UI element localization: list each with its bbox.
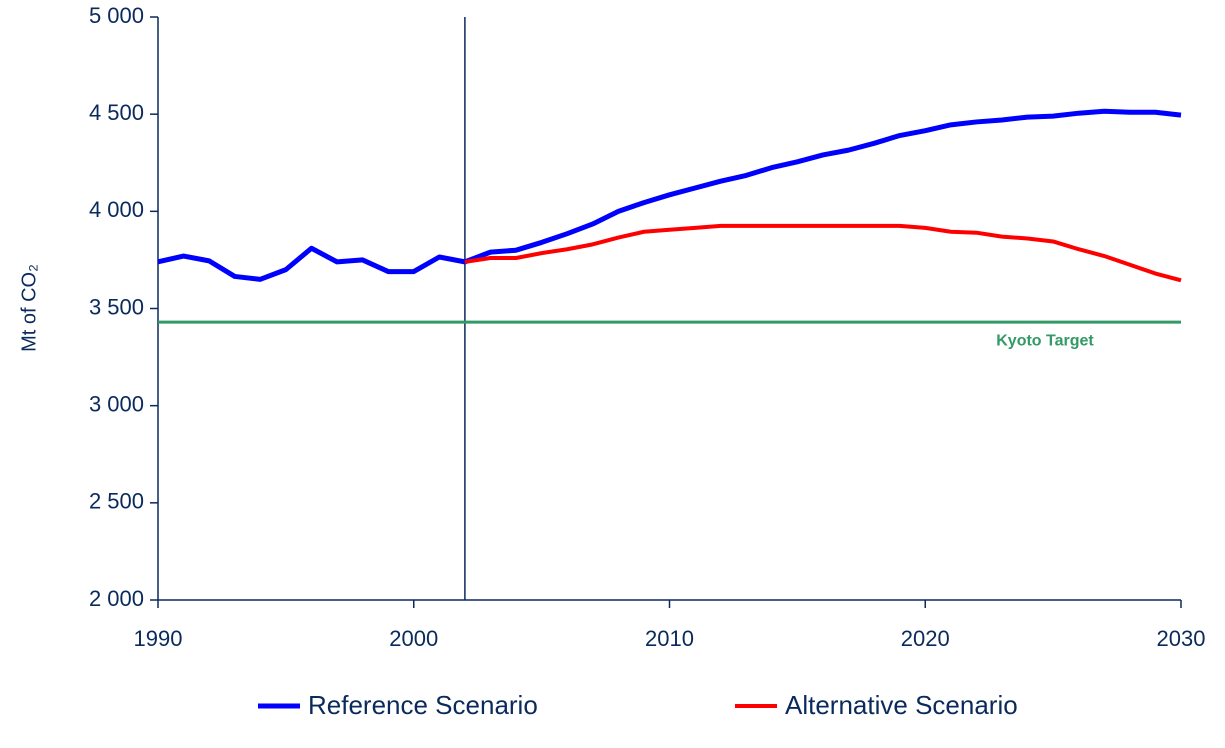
y-axis-label: Mt of CO₂ — [18, 264, 40, 352]
kyoto-label: Kyoto Target — [996, 332, 1094, 349]
series-line — [464, 223, 1182, 283]
y-tick-label: 4 000 — [89, 197, 144, 222]
y-tick-label: 3 500 — [89, 294, 144, 319]
x-tick-label: 2030 — [1157, 626, 1206, 651]
legend-label: Alternative Scenario — [785, 690, 1018, 720]
y-tick-label: 5 000 — [89, 3, 144, 28]
x-tick-label: 2000 — [389, 626, 438, 651]
x-tick-label: 1990 — [134, 626, 183, 651]
y-tick-label: 2 000 — [89, 586, 144, 611]
y-tick-label: 3 000 — [89, 391, 144, 416]
legend-label: Reference Scenario — [308, 690, 538, 720]
y-tick-label: 2 500 — [89, 489, 144, 514]
y-tick-label: 4 500 — [89, 100, 144, 125]
x-tick-label: 2020 — [901, 626, 950, 651]
series-line — [157, 108, 1182, 282]
x-tick-label: 2010 — [645, 626, 694, 651]
